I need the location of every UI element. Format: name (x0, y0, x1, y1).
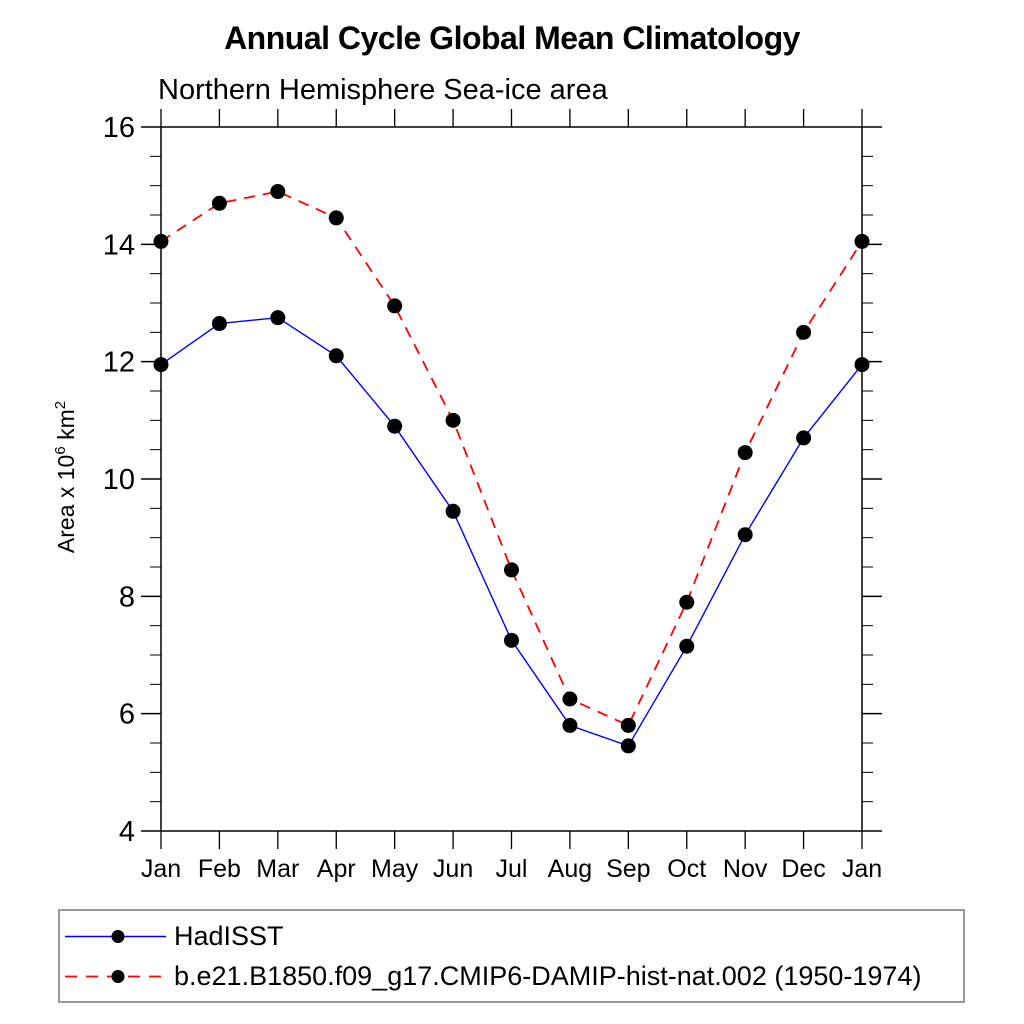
data-point (854, 233, 870, 249)
data-point (387, 298, 403, 314)
x-tick-label: Jan (141, 855, 181, 883)
x-tick-label: Jun (433, 855, 473, 883)
data-point (737, 445, 753, 461)
data-point (153, 233, 169, 249)
y-tick-label: 16 (103, 112, 135, 144)
page-title: Annual Cycle Global Mean Climatology (224, 20, 800, 56)
data-point (387, 418, 403, 434)
data-point (620, 738, 636, 754)
data-point (211, 316, 227, 332)
data-point (737, 527, 753, 543)
x-tick-label: Aug (548, 855, 592, 883)
legend-marker-dot-icon (111, 929, 125, 943)
y-tick-label: 8 (119, 581, 135, 613)
y-tick-label: 10 (103, 464, 135, 496)
data-point (796, 324, 812, 340)
x-tick-label: Jan (842, 855, 882, 883)
legend-item-hadisst: HadISST (64, 921, 963, 952)
legend-item-model-run: b.e21.B1850.f09_g17.CMIP6-DAMIP-hist-nat… (64, 961, 963, 992)
data-point (562, 691, 578, 707)
legend-marker-dot-icon (111, 969, 125, 983)
legend-line-sample-model-icon (65, 969, 166, 983)
data-point (270, 310, 286, 326)
data-point (211, 195, 227, 211)
data-point (679, 594, 695, 610)
data-point (679, 638, 695, 654)
data-point (153, 357, 169, 373)
series-line-0 (160, 316, 863, 747)
x-tick-label: Apr (317, 855, 356, 883)
y-tick-label: 12 (103, 347, 135, 379)
x-tick-label: Mar (256, 855, 299, 883)
data-point (854, 357, 870, 373)
chart-subtitle: Northern Hemisphere Sea-ice area (158, 74, 608, 106)
x-tick-label: Oct (667, 855, 706, 883)
x-tick-label: Jul (496, 855, 528, 883)
legend-line-sample-hadisst-icon (65, 929, 166, 943)
legend: HadISST b.e21.B1850.f09_g17.CMIP6-DAMIP-… (58, 909, 965, 1003)
y-tick-label: 14 (103, 229, 135, 261)
data-point (796, 430, 812, 446)
legend-label-model-run: b.e21.B1850.f09_g17.CMIP6-DAMIP-hist-nat… (174, 960, 922, 991)
x-tick-label: Feb (198, 855, 241, 883)
data-point (328, 348, 344, 364)
data-point (445, 503, 461, 519)
y-tick-label: 6 (119, 699, 135, 731)
data-point (445, 412, 461, 428)
data-point (504, 632, 519, 648)
plot-frame (160, 126, 863, 832)
data-point (504, 562, 519, 578)
x-tick-label: Nov (723, 855, 768, 883)
x-tick-label: May (371, 855, 419, 883)
data-point (562, 717, 578, 733)
legend-label-hadisst: HadISST (174, 920, 284, 951)
y-tick-label: 4 (119, 816, 135, 848)
data-point (620, 717, 636, 733)
data-point (270, 184, 286, 200)
x-tick-label: Sep (606, 855, 650, 883)
data-point (328, 210, 344, 226)
x-tick-label: Dec (781, 855, 825, 883)
